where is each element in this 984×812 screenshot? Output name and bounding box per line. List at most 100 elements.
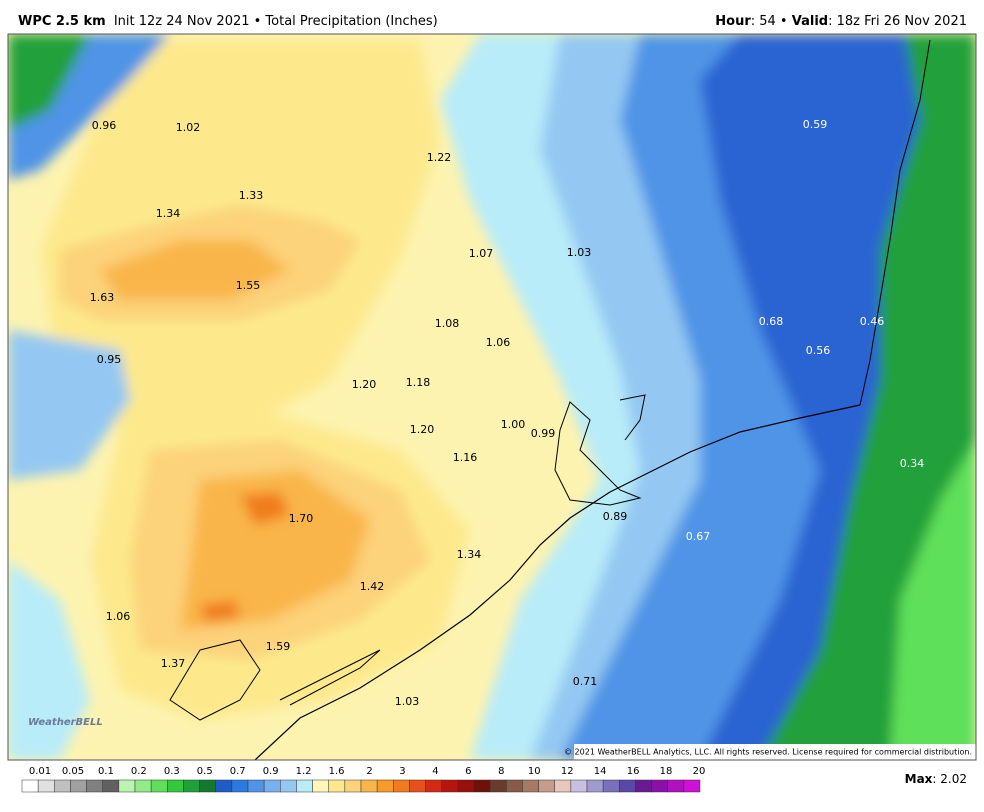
colorbar-swatch <box>167 779 184 793</box>
colorbar-swatch <box>409 779 426 793</box>
map-label: 0.59 <box>803 118 828 131</box>
map-label: 1.34 <box>156 207 181 220</box>
map-label: 0.34 <box>900 457 925 470</box>
colorbar-swatch <box>441 779 459 793</box>
map-label: 1.55 <box>236 279 261 292</box>
max-value: : 2.02 <box>932 772 967 786</box>
colorbar-swatch <box>538 779 555 793</box>
map-label: 1.00 <box>501 418 526 431</box>
map: © 2021 WeatherBELL Analytics, LLC. All r… <box>8 34 976 760</box>
colorbar-swatch <box>570 779 588 793</box>
colorbar-swatch <box>280 779 297 793</box>
band <box>100 240 290 300</box>
map-label: 0.89 <box>603 510 628 523</box>
map-label: 1.20 <box>352 378 377 391</box>
colorbar-tick: 10 <box>528 766 541 777</box>
band <box>8 34 90 130</box>
header-right: Hour: 54 • Valid: 18z Fri 26 Nov 2021 <box>715 14 967 29</box>
colorbar-tick: 2 <box>366 766 372 777</box>
coastline <box>254 404 861 760</box>
colorbar-swatch <box>393 779 410 793</box>
precip-field <box>8 34 976 760</box>
band <box>240 492 290 525</box>
colorbar-tick: 1.6 <box>329 766 345 777</box>
map-label: 1.08 <box>435 317 460 330</box>
map-label: 1.22 <box>427 151 452 164</box>
colorbar-swatch <box>328 779 346 793</box>
colorbar-tick: 6 <box>465 766 471 777</box>
hour: : 54 • <box>751 14 792 29</box>
colorbar-swatch <box>296 779 313 793</box>
map-label: 1.03 <box>567 246 592 259</box>
colorbar-swatch <box>554 779 572 793</box>
map-label: 1.63 <box>90 291 115 304</box>
colorbar-tick: 0.2 <box>131 766 147 777</box>
map-label: 1.37 <box>161 657 186 670</box>
map-label: 1.06 <box>106 610 131 623</box>
bay-outline <box>169 639 381 721</box>
valid-label: Valid <box>792 14 828 29</box>
map-label: 1.34 <box>457 548 482 561</box>
colorbar-swatch <box>263 779 281 793</box>
colorbar-swatch <box>522 779 539 793</box>
colorbar-swatch <box>54 779 71 793</box>
colorbar-swatch <box>473 779 491 793</box>
colorbar-swatch <box>425 779 442 793</box>
colorbar-swatch <box>360 779 378 793</box>
colorbar-tick: 16 <box>627 766 640 777</box>
colorbar-tick: 0.05 <box>62 766 84 777</box>
map-label: 0.99 <box>531 427 556 440</box>
colorbar-tick: 1.2 <box>296 766 312 777</box>
map-label: 0.46 <box>860 315 885 328</box>
colorbar-swatch <box>506 779 523 793</box>
band <box>8 330 130 480</box>
map-label: 0.68 <box>759 315 784 328</box>
map-label: 0.95 <box>97 353 122 366</box>
max: Max: 2.02 <box>905 772 967 786</box>
colorbar-swatch <box>150 779 168 793</box>
colorbar-swatch <box>344 779 362 793</box>
colorbar-tick: 3 <box>399 766 405 777</box>
colorbar-swatch <box>118 779 136 793</box>
colorbar-swatch <box>619 779 636 793</box>
colorbar-swatch <box>134 779 152 793</box>
river <box>859 39 931 406</box>
colorbar-tick: 8 <box>498 766 504 777</box>
colorbar-swatch <box>635 779 652 793</box>
colorbar-swatch <box>231 779 249 793</box>
colorbar: 0.01 0.05 0.1 0.2 0.3 0.5 0.7 0.9 1.2 1.6 2 3 4 6 8 10 1… <box>21 766 705 793</box>
colorbar-tick: 12 <box>561 766 574 777</box>
colorbar-swatch <box>183 779 200 793</box>
copyright-bg <box>574 744 976 760</box>
band <box>890 440 976 760</box>
colorbar-swatch <box>651 779 668 793</box>
colorbar-swatch <box>21 779 39 793</box>
colorbar-swatch <box>199 779 216 793</box>
map-label: 1.70 <box>289 512 314 525</box>
colorbar-tick: 0.7 <box>230 766 246 777</box>
hour-label: Hour <box>715 14 751 29</box>
map-label: 1.03 <box>395 695 420 708</box>
map-label: 0.96 <box>92 119 117 132</box>
valid: : 18z Fri 26 Nov 2021 <box>828 14 967 29</box>
map-label: 0.71 <box>573 675 598 688</box>
colorbar-swatch <box>376 779 394 793</box>
colorbar-tick: 0.3 <box>164 766 180 777</box>
map-label: 0.56 <box>806 344 831 357</box>
map-label: 1.07 <box>469 247 494 260</box>
colorbar-tick: 18 <box>660 766 673 777</box>
band <box>200 600 240 622</box>
copyright: © 2021 WeatherBELL Analytics, LLC. All r… <box>564 748 972 757</box>
colorbar-swatch <box>102 779 120 793</box>
band <box>8 560 90 760</box>
map-label: 1.18 <box>406 376 431 389</box>
colorbar-tick: 0.01 <box>29 766 51 777</box>
colorbar-swatch <box>586 779 604 793</box>
colorbar-swatch <box>489 779 507 793</box>
map-label: 0.67 <box>686 530 711 543</box>
colorbar-tick: 14 <box>594 766 607 777</box>
header-left: WPC 2.5 km Init 12z 24 Nov 2021 • Total … <box>18 14 438 29</box>
map-label: 1.20 <box>410 423 435 436</box>
colorbar-swatch <box>86 779 103 793</box>
map-label: 1.16 <box>453 451 478 464</box>
